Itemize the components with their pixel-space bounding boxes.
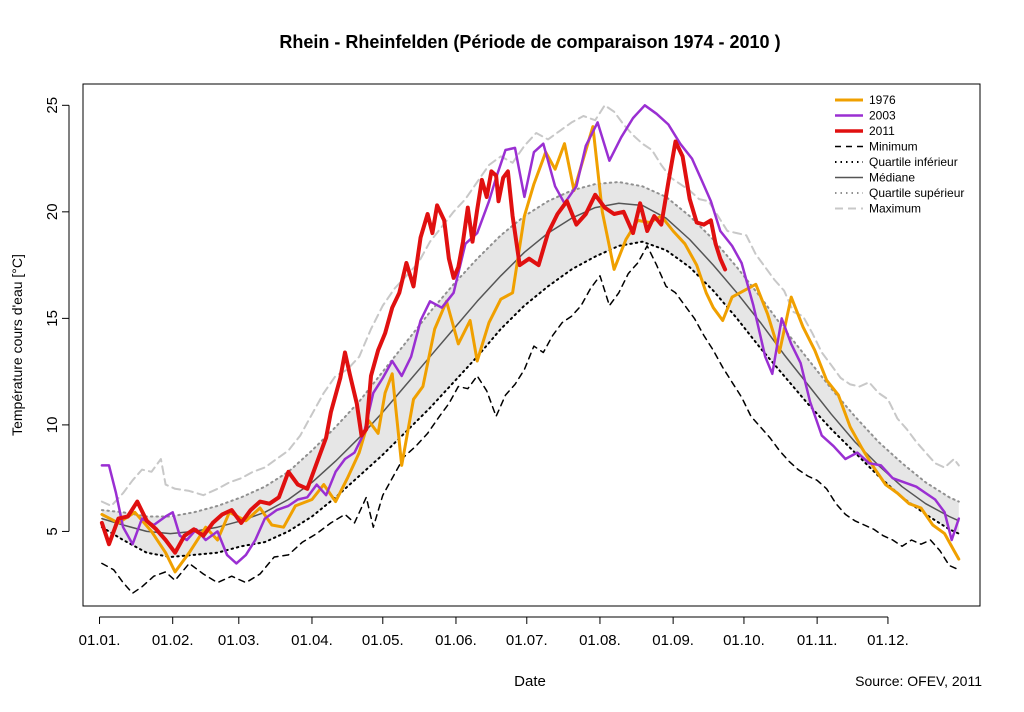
legend-label: Quartile supérieur [869,186,964,200]
x-tick-label: 01.03. [218,632,260,649]
legend-label: Quartile inférieur [869,155,958,169]
legend-label: 2003 [869,109,896,123]
series-line-2003 [100,104,961,565]
legend-label: Médiane [869,171,915,185]
y-tick-label: 25 [44,97,61,114]
x-tick-label: 01.08. [579,632,621,649]
y-tick-label: 10 [44,417,61,434]
x-tick-label: 01.04. [291,632,333,649]
x-tick-label: 01.01. [79,632,121,649]
x-axis-label: Date [514,673,546,690]
series-line-2011 [99,139,728,555]
y-tick-label: 20 [44,203,61,220]
y-axis-label: Température cours d'eau [°C] [9,254,25,436]
y-tick-label: 15 [44,310,61,327]
x-tick-label: 01.06. [435,632,477,649]
legend-label: 2011 [869,124,895,138]
chart-title: Rhein - Rheinfelden (Période de comparai… [279,32,781,52]
x-tick-label: 01.12. [867,632,909,649]
legend-label: Maximum [869,202,921,216]
series-line-minimum [101,245,960,594]
x-tick-label: 01.11. [797,632,838,649]
x-tick-label: 01.05. [362,632,404,649]
axes: 01.01. 01.02. 01.03. 01.04. 01.05. 01.06. 01.0… [44,97,909,649]
series-line-1976 [100,125,961,574]
plot-frame [82,83,981,607]
series-lines [99,104,961,594]
x-tick-label: 01.09. [652,632,694,649]
legend-label: 1976 [869,93,896,107]
x-tick-label: 01.02. [152,632,194,649]
x-tick-label: 01.07. [506,632,548,649]
x-tick-label: 01.10. [723,632,765,649]
source-note: Source: OFEV, 2011 [855,673,982,689]
y-tick-label: 5 [44,527,61,535]
series-line-quartile-inf-rieur [100,240,960,558]
series-line-maximum [100,104,960,507]
legend-label: Minimum [869,140,918,154]
